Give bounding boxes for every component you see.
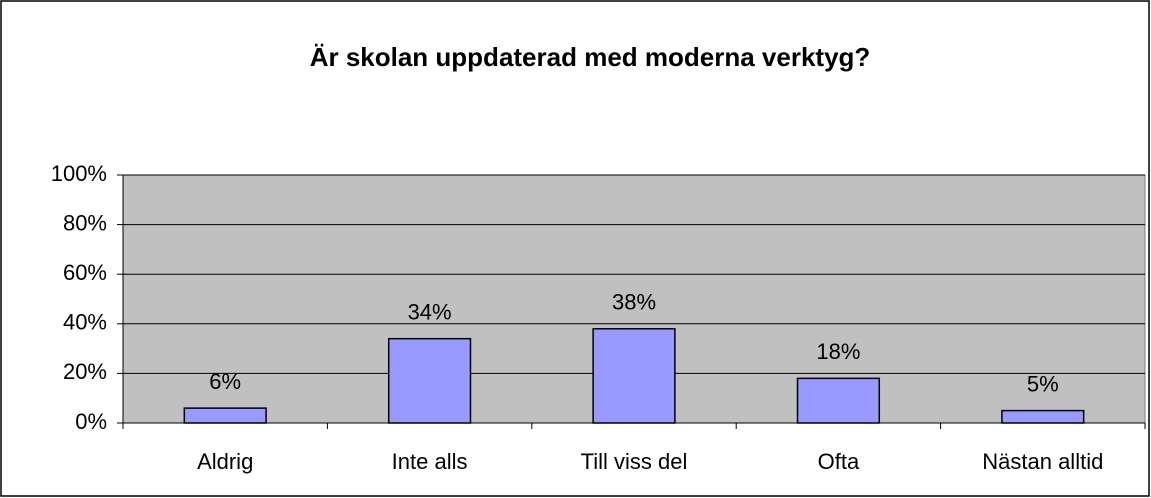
x-tick-label: Nästan alltid bbox=[982, 449, 1103, 474]
y-tick-label: 80% bbox=[63, 210, 107, 235]
bar bbox=[592, 328, 676, 424]
value-label: 34% bbox=[408, 299, 452, 324]
bar bbox=[387, 337, 472, 424]
value-label: 38% bbox=[612, 290, 656, 315]
chart-title: Är skolan uppdaterad med moderna verktyg… bbox=[310, 42, 871, 72]
bar bbox=[796, 377, 881, 424]
y-tick-label: 40% bbox=[63, 310, 107, 335]
x-tick-label: Inte alls bbox=[392, 449, 468, 474]
x-tick-label: Ofta bbox=[818, 449, 860, 474]
value-label: 18% bbox=[816, 339, 860, 364]
y-tick-label: 0% bbox=[75, 409, 107, 434]
bar bbox=[183, 407, 267, 424]
bar bbox=[1001, 409, 1085, 424]
value-label: 6% bbox=[209, 369, 241, 394]
y-tick-label: 20% bbox=[63, 359, 107, 384]
x-tick-label: Till viss del bbox=[581, 449, 688, 474]
y-tick-label: 100% bbox=[51, 161, 107, 186]
x-tick-label: Aldrig bbox=[197, 449, 253, 474]
value-label: 5% bbox=[1027, 371, 1059, 396]
y-tick-label: 60% bbox=[63, 260, 107, 285]
